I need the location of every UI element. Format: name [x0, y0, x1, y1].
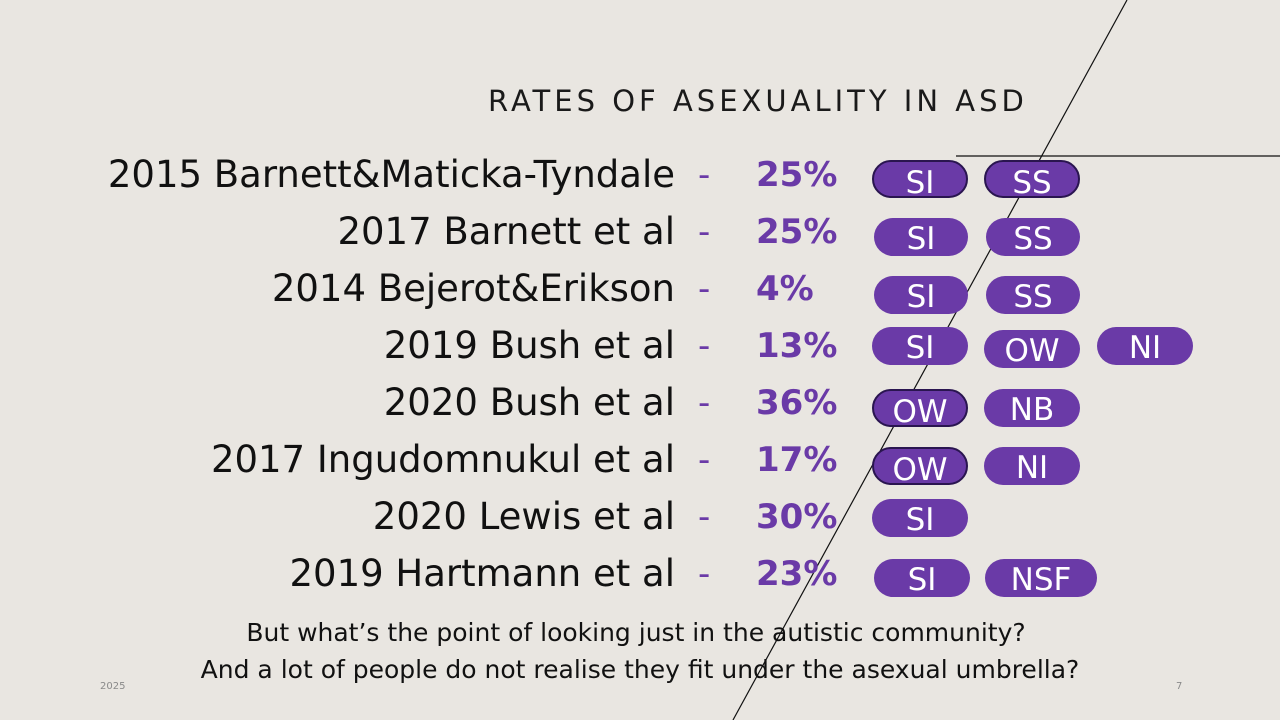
asexuality-rate: 36%	[756, 383, 838, 423]
method-tag: SI	[872, 327, 968, 366]
study-name: 2014 Bejerot&Erikson	[271, 267, 675, 310]
study-row: 2015 Barnett&Maticka-Tyndale - 25% SI SS	[0, 150, 1280, 201]
footer-question-1: But what’s the point of looking just in …	[246, 618, 1026, 647]
method-tag: SI	[874, 559, 970, 598]
dash-separator: -	[698, 212, 711, 252]
study-row: 2019 Hartmann et al - 23% SI NSF	[0, 549, 1280, 599]
study-name: 2019 Hartmann et al	[289, 552, 675, 595]
study-name: 2019 Bush et al	[383, 324, 675, 367]
asexuality-rate: 25%	[756, 155, 838, 195]
method-tag: SI	[874, 218, 968, 257]
study-name: 2017 Barnett et al	[337, 210, 675, 253]
method-tag: SI	[872, 499, 968, 538]
asexuality-rate: 13%	[756, 326, 838, 366]
method-tag: NI	[984, 447, 1080, 486]
dash-separator: -	[698, 554, 711, 594]
study-name: 2015 Barnett&Maticka-Tyndale	[107, 153, 675, 196]
method-tag: OW	[984, 330, 1080, 369]
study-row: 2020 Bush et al - 36% OW NB	[0, 378, 1280, 430]
asexuality-rate: 30%	[756, 497, 838, 537]
asexuality-rate: 23%	[756, 554, 838, 594]
dash-separator: -	[698, 269, 711, 309]
method-tag: SI	[874, 276, 968, 315]
method-tag: NI	[1097, 327, 1193, 366]
footer-question-2: And a lot of people do not realise they …	[200, 655, 1080, 684]
slide-number: 7	[1176, 681, 1183, 692]
dash-separator: -	[698, 155, 711, 195]
asexuality-rate: 17%	[756, 440, 838, 480]
method-tag: NSF	[985, 559, 1097, 598]
study-name: 2020 Bush et al	[383, 381, 675, 424]
study-row: 2017 Ingudomnukul et al - 17% OW NI	[0, 435, 1280, 488]
dash-separator: -	[698, 497, 711, 537]
slide-date: 2025	[100, 681, 126, 692]
asexuality-rate: 25%	[756, 212, 838, 252]
method-tag: SS	[984, 160, 1080, 201]
study-row: 2020 Lewis et al - 30% SI	[0, 492, 1280, 542]
method-tag: SS	[986, 218, 1080, 257]
slide-title: RATES OF ASEXUALITY IN ASD	[488, 84, 1028, 118]
study-row: 2017 Barnett et al - 25% SI SS	[0, 207, 1280, 257]
method-tag: OW	[872, 389, 968, 430]
method-tag: NB	[984, 389, 1080, 428]
method-tag: SS	[986, 276, 1080, 315]
dash-separator: -	[698, 326, 711, 366]
method-tag: OW	[872, 447, 968, 488]
study-row: 2019 Bush et al - 13% SI OW NI	[0, 321, 1280, 371]
study-row: 2014 Bejerot&Erikson - 4% SI SS	[0, 264, 1280, 315]
dash-separator: -	[698, 440, 711, 480]
asexuality-rate: 4%	[756, 269, 814, 309]
study-name: 2020 Lewis et al	[372, 495, 675, 538]
study-name: 2017 Ingudomnukul et al	[210, 438, 675, 481]
dash-separator: -	[698, 383, 711, 423]
method-tag: SI	[872, 160, 968, 201]
